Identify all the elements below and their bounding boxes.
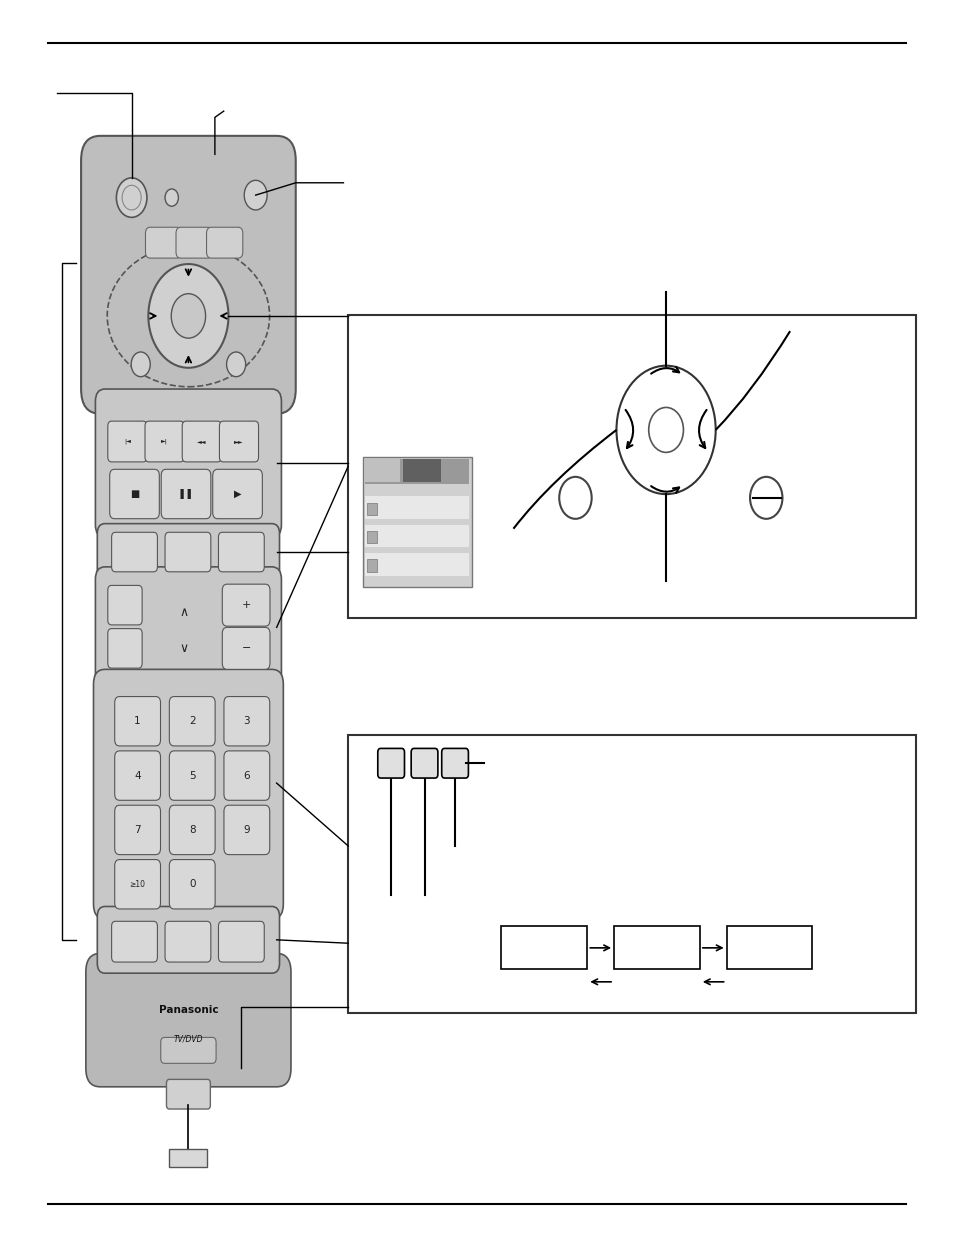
FancyBboxPatch shape <box>112 532 157 572</box>
Text: 6: 6 <box>243 771 250 781</box>
Text: ∧: ∧ <box>179 606 188 620</box>
Text: ►|: ►| <box>161 438 168 445</box>
Circle shape <box>749 477 781 519</box>
Circle shape <box>116 178 147 217</box>
Circle shape <box>165 189 178 206</box>
Text: ■: ■ <box>130 489 139 499</box>
FancyBboxPatch shape <box>441 748 468 778</box>
FancyBboxPatch shape <box>112 921 157 962</box>
Text: 9: 9 <box>243 825 250 835</box>
FancyBboxPatch shape <box>81 136 295 414</box>
FancyBboxPatch shape <box>114 751 160 800</box>
FancyBboxPatch shape <box>182 421 221 462</box>
FancyBboxPatch shape <box>95 389 281 537</box>
Circle shape <box>227 352 246 377</box>
FancyBboxPatch shape <box>165 921 211 962</box>
Text: ▶: ▶ <box>233 489 241 499</box>
FancyBboxPatch shape <box>224 697 270 746</box>
FancyBboxPatch shape <box>114 805 160 855</box>
FancyBboxPatch shape <box>114 697 160 746</box>
Text: 3: 3 <box>243 716 250 726</box>
Bar <box>365 553 469 576</box>
Text: ►►: ►► <box>234 438 243 445</box>
FancyBboxPatch shape <box>170 860 214 909</box>
FancyBboxPatch shape <box>93 669 283 919</box>
FancyBboxPatch shape <box>108 421 147 462</box>
Bar <box>170 1149 208 1167</box>
Bar <box>367 503 376 515</box>
FancyBboxPatch shape <box>206 227 242 258</box>
Text: 7: 7 <box>134 825 141 835</box>
FancyBboxPatch shape <box>218 921 264 962</box>
Bar <box>348 315 915 618</box>
Text: 5: 5 <box>189 771 195 781</box>
FancyBboxPatch shape <box>218 532 264 572</box>
Circle shape <box>558 477 591 519</box>
Text: ◄◄: ◄◄ <box>197 438 206 445</box>
Circle shape <box>244 180 267 210</box>
Bar <box>365 459 399 482</box>
FancyBboxPatch shape <box>114 860 160 909</box>
Bar <box>367 559 376 572</box>
Bar <box>365 496 469 519</box>
FancyBboxPatch shape <box>224 805 270 855</box>
FancyBboxPatch shape <box>166 1079 210 1109</box>
FancyBboxPatch shape <box>97 524 279 580</box>
FancyBboxPatch shape <box>170 751 214 800</box>
FancyBboxPatch shape <box>95 567 281 688</box>
Text: +: + <box>241 600 251 610</box>
FancyBboxPatch shape <box>411 748 437 778</box>
Text: TV/DVD: TV/DVD <box>173 1035 203 1044</box>
Bar <box>614 926 700 969</box>
FancyBboxPatch shape <box>160 1037 215 1063</box>
FancyBboxPatch shape <box>86 953 291 1087</box>
FancyBboxPatch shape <box>108 585 142 625</box>
FancyBboxPatch shape <box>110 469 159 519</box>
Circle shape <box>648 408 682 452</box>
Bar <box>365 525 469 547</box>
Circle shape <box>132 352 151 377</box>
FancyBboxPatch shape <box>175 227 212 258</box>
Bar <box>362 457 472 587</box>
Text: 1: 1 <box>134 716 141 726</box>
Bar <box>726 926 812 969</box>
FancyBboxPatch shape <box>222 627 270 669</box>
FancyBboxPatch shape <box>219 421 258 462</box>
FancyBboxPatch shape <box>145 421 184 462</box>
Bar <box>402 459 440 482</box>
FancyBboxPatch shape <box>170 697 214 746</box>
FancyBboxPatch shape <box>165 532 211 572</box>
Text: ∨: ∨ <box>179 642 188 655</box>
FancyBboxPatch shape <box>222 584 270 626</box>
Bar <box>348 735 915 1013</box>
Bar <box>501 926 587 969</box>
Text: Panasonic: Panasonic <box>158 1005 218 1015</box>
FancyBboxPatch shape <box>170 805 214 855</box>
Text: ≥10: ≥10 <box>130 879 146 889</box>
FancyBboxPatch shape <box>224 751 270 800</box>
FancyBboxPatch shape <box>145 227 181 258</box>
Text: −: − <box>241 643 251 653</box>
Bar <box>367 531 376 543</box>
Text: 2: 2 <box>189 716 195 726</box>
Text: 0: 0 <box>189 879 195 889</box>
Circle shape <box>149 264 229 368</box>
Text: |◄: |◄ <box>124 438 131 445</box>
FancyBboxPatch shape <box>97 906 279 973</box>
Text: 8: 8 <box>189 825 195 835</box>
Bar <box>365 459 469 484</box>
FancyBboxPatch shape <box>377 748 404 778</box>
Text: ❚❚: ❚❚ <box>177 489 194 499</box>
FancyBboxPatch shape <box>108 629 142 668</box>
FancyBboxPatch shape <box>213 469 262 519</box>
FancyBboxPatch shape <box>161 469 211 519</box>
Text: 4: 4 <box>134 771 141 781</box>
Circle shape <box>172 294 206 338</box>
